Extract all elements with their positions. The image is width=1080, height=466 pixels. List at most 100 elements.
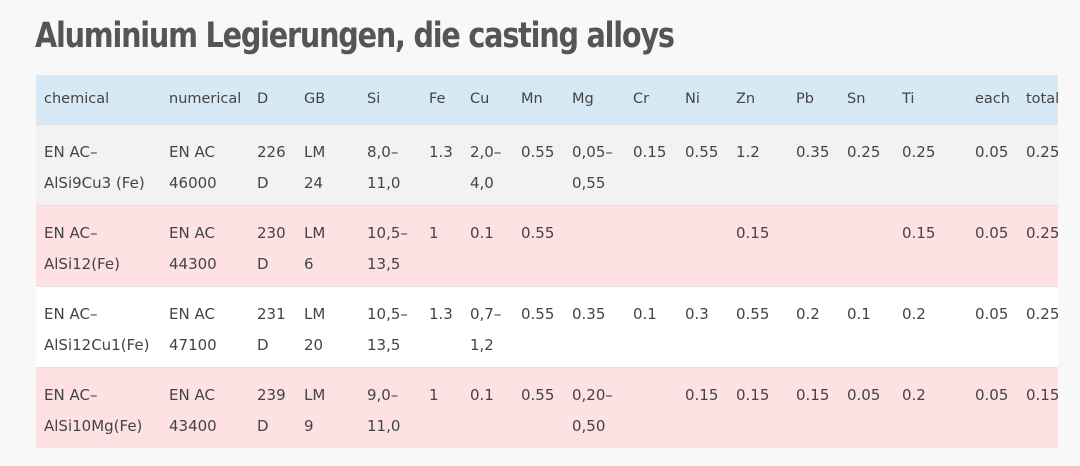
cell-text: 0.35 bbox=[796, 142, 830, 161]
cell-Ni: 0.55 bbox=[677, 124, 728, 205]
cell-text: EN AC bbox=[169, 142, 215, 161]
cell-Mn: 0.55 bbox=[513, 367, 564, 448]
column-header-Fe: Fe bbox=[429, 91, 446, 108]
cell-Pb bbox=[788, 205, 839, 286]
cell-Fe: 1.3 bbox=[421, 124, 462, 205]
cell-Zn: 0.15 bbox=[728, 205, 788, 286]
cell-each: 0.05 bbox=[967, 124, 1018, 205]
cell-chemical: EN AC– AlSi12(Fe) bbox=[36, 205, 161, 286]
alloy-table: chemical numerical D GB Si Fe Cu Mn Mg Cr Ni Zn Pb Sn… bbox=[36, 75, 1058, 448]
table-row: EN AC– AlSi9Cu3 (Fe) EN AC 46000 226 D LM 24 8,0… bbox=[36, 124, 1058, 205]
table-body: EN AC– AlSi9Cu3 (Fe) EN AC 46000 226 D LM 24 8,0… bbox=[36, 124, 1058, 448]
cell-text: 0.25 bbox=[1026, 304, 1058, 323]
cell-text: 0,55 bbox=[572, 173, 606, 192]
cell-Ni: 0.3 bbox=[677, 286, 728, 367]
cell-text: 9,0– bbox=[367, 385, 399, 404]
cell-D: 231 D bbox=[249, 286, 296, 367]
cell-each: 0.05 bbox=[967, 205, 1018, 286]
cell-text: LM bbox=[304, 385, 326, 404]
table-row: EN AC– AlSi10Mg(Fe) EN AC 43400 239 D LM 9 9,0– 1… bbox=[36, 367, 1058, 448]
column-header-Cr: Cr bbox=[633, 91, 650, 108]
cell-text: 1,2 bbox=[470, 335, 494, 354]
cell-text: 0.2 bbox=[902, 304, 926, 323]
cell-text: AlSi10Mg(Fe) bbox=[44, 416, 143, 435]
column-header-Zn: Zn bbox=[736, 91, 756, 108]
cell-Cr: 0.15 bbox=[625, 124, 677, 205]
cell-text: 239 bbox=[257, 385, 286, 404]
cell-text: LM bbox=[304, 142, 326, 161]
cell-text: 4,0 bbox=[470, 173, 494, 192]
cell-text: 0.3 bbox=[685, 304, 709, 323]
cell-GB: LM 24 bbox=[296, 124, 359, 205]
cell-Fe: 1 bbox=[421, 205, 462, 286]
cell-D: 239 D bbox=[249, 367, 296, 448]
cell-text: 0.2 bbox=[796, 304, 820, 323]
cell-Ni bbox=[677, 205, 728, 286]
cell-Si: 9,0– 11,0 bbox=[359, 367, 421, 448]
cell-Ti: 0.25 bbox=[894, 124, 967, 205]
cell-text: AlSi12Cu1(Fe) bbox=[44, 335, 150, 354]
cell-text: 8,0– bbox=[367, 142, 399, 161]
cell-text: 0.25 bbox=[1026, 223, 1058, 242]
cell-text: 0.2 bbox=[902, 385, 926, 404]
cell-text: 44300 bbox=[169, 254, 217, 273]
cell-text: EN AC– bbox=[44, 142, 98, 161]
column-header-GB: GB bbox=[304, 91, 326, 108]
cell-Zn: 0.15 bbox=[728, 367, 788, 448]
cell-text: 0.1 bbox=[470, 223, 494, 242]
cell-text: D bbox=[257, 416, 269, 435]
cell-Mg: 0,20– 0,50 bbox=[564, 367, 625, 448]
cell-Mn: 0.55 bbox=[513, 124, 564, 205]
cell-text: EN AC bbox=[169, 304, 215, 323]
cell-Si: 8,0– 11,0 bbox=[359, 124, 421, 205]
cell-text: EN AC– bbox=[44, 223, 98, 242]
cell-numerical: EN AC 44300 bbox=[161, 205, 249, 286]
cell-text: 0.15 bbox=[736, 385, 770, 404]
cell-text: EN AC bbox=[169, 223, 215, 242]
cell-text: 0.05 bbox=[847, 385, 881, 404]
cell-Mg: 0,05– 0,55 bbox=[564, 124, 625, 205]
cell-Pb: 0.15 bbox=[788, 367, 839, 448]
cell-text: 0.25 bbox=[1026, 142, 1058, 161]
cell-text: 0.15 bbox=[633, 142, 667, 161]
cell-Fe: 1 bbox=[421, 367, 462, 448]
cell-text: AlSi9Cu3 (Fe) bbox=[44, 173, 145, 192]
cell-D: 226 D bbox=[249, 124, 296, 205]
cell-text: EN AC bbox=[169, 385, 215, 404]
cell-text: 0.15 bbox=[736, 223, 770, 242]
cell-text: 1.3 bbox=[429, 142, 453, 161]
cell-GB: LM 20 bbox=[296, 286, 359, 367]
cell-text: 1 bbox=[429, 223, 439, 242]
cell-Sn: 0.05 bbox=[839, 367, 894, 448]
cell-text: 0.55 bbox=[685, 142, 719, 161]
cell-text: 13,5 bbox=[367, 254, 401, 273]
table-row: EN AC– AlSi12Cu1(Fe) EN AC 47100 231 D LM 20 10,… bbox=[36, 286, 1058, 367]
cell-text: 10,5– bbox=[367, 304, 408, 323]
cell-text: AlSi12(Fe) bbox=[44, 254, 120, 273]
cell-each: 0.05 bbox=[967, 367, 1018, 448]
cell-text: 0.55 bbox=[521, 142, 555, 161]
cell-text: 0,20– bbox=[572, 385, 613, 404]
cell-Si: 10,5– 13,5 bbox=[359, 286, 421, 367]
cell-text: 1.2 bbox=[736, 142, 760, 161]
cell-numerical: EN AC 47100 bbox=[161, 286, 249, 367]
cell-each: 0.05 bbox=[967, 286, 1018, 367]
cell-Ti: 0.2 bbox=[894, 367, 967, 448]
cell-text: 0.55 bbox=[521, 385, 555, 404]
column-header-each: each bbox=[975, 91, 1010, 108]
cell-text: 0.55 bbox=[521, 223, 555, 242]
cell-text: 0.25 bbox=[847, 142, 881, 161]
cell-Fe: 1.3 bbox=[421, 286, 462, 367]
cell-text: 0.55 bbox=[736, 304, 770, 323]
cell-text: 6 bbox=[304, 254, 314, 273]
cell-Ni: 0.15 bbox=[677, 367, 728, 448]
cell-text: 0,50 bbox=[572, 416, 606, 435]
cell-Sn bbox=[839, 205, 894, 286]
table-header-row: chemical numerical D GB Si Fe Cu Mn Mg Cr Ni Zn Pb Sn… bbox=[36, 75, 1058, 124]
cell-text: 0,7– bbox=[470, 304, 502, 323]
cell-Cu: 0.1 bbox=[462, 367, 513, 448]
cell-text: 0,05– bbox=[572, 142, 613, 161]
cell-chemical: EN AC– AlSi9Cu3 (Fe) bbox=[36, 124, 161, 205]
cell-text: EN AC– bbox=[44, 385, 98, 404]
